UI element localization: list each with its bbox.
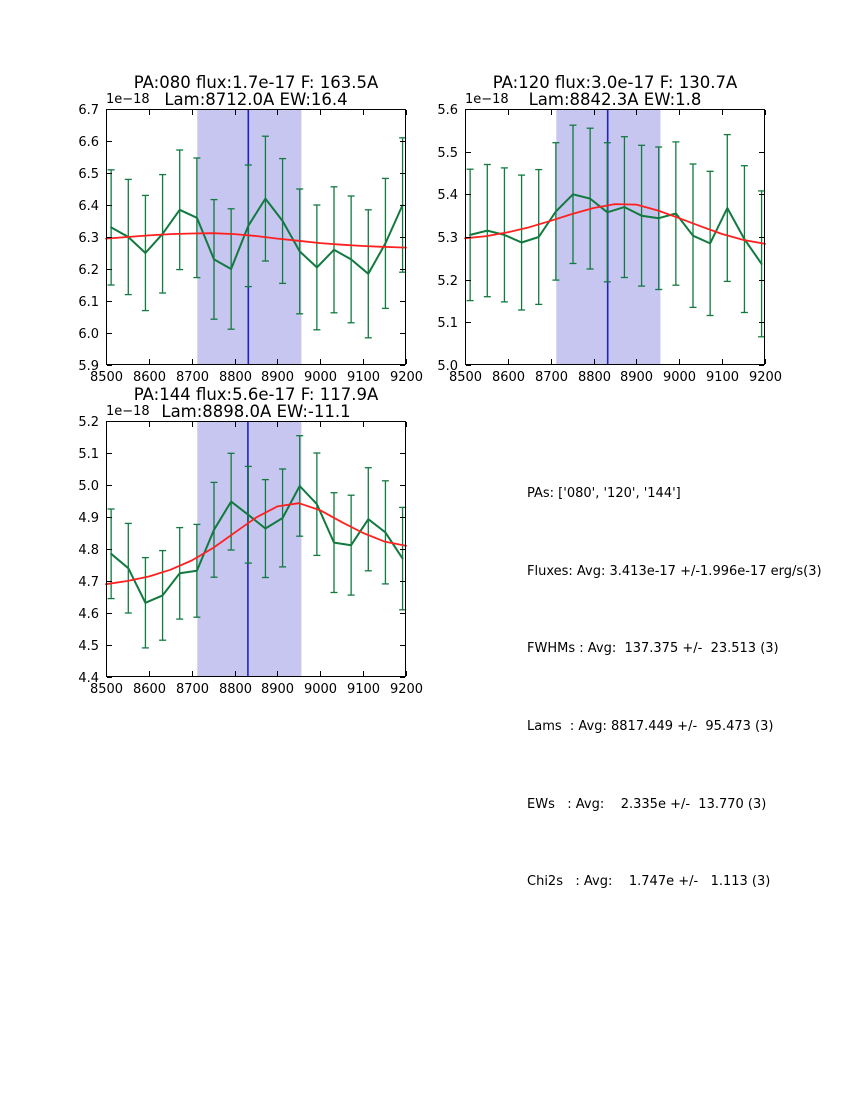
y-tick-label: 5.4 (437, 188, 458, 203)
fit-window-shade (197, 109, 302, 365)
x-tick-label: 9100 (347, 682, 380, 697)
chart-title-line2: Lam:8712.0A EW:16.4 (164, 90, 347, 109)
axes-frame (465, 109, 765, 365)
y-tick-label: 4.9 (78, 511, 99, 526)
spectrum-data-line (110, 485, 404, 604)
spectrum-plot-pa080-svg: 8500 8600 8700 8800 8900 9000 9100 9200 5.9 6.0 6.… (78, 73, 423, 385)
x-tick-label: 8600 (133, 682, 166, 697)
y-tick-label: 4.8 (78, 543, 99, 558)
x-tick-label: 9100 (347, 370, 380, 385)
summary-line-fluxes: Fluxes: Avg: 3.413e-17 +/-1.996e-17 erg/… (527, 563, 822, 579)
y-tick-label: 5.1 (78, 447, 99, 462)
y-tick-label: 5.2 (437, 274, 458, 289)
spectrum-data-line (469, 193, 763, 265)
spectrum-plot-pa144: 8500 8600 8700 8800 8900 9000 9100 9200 4.4 4.5 4.… (60, 372, 430, 702)
summary-text-block: PAs: ['080', '120', '144'] Fluxes: Avg: … (527, 429, 822, 947)
x-tick-label: 8700 (535, 370, 568, 385)
y-tick-label: 6.4 (78, 199, 99, 214)
y-tick-label: 5.1 (437, 316, 458, 331)
x-tick-label: 9000 (663, 370, 696, 385)
y-tick-label: 4.6 (78, 607, 99, 622)
x-tick-label: 8900 (261, 370, 294, 385)
x-tick-label: 9000 (304, 682, 337, 697)
gaussian-fit-line (464, 203, 766, 245)
y-tick-label: 6.3 (78, 231, 99, 246)
x-tick-label: 8800 (219, 682, 252, 697)
spectrum-plot-pa080: 8500 8600 8700 8800 8900 9000 9100 9200 5.9 6.0 6.… (60, 60, 430, 390)
spectrum-plot-pa120-svg: 8500 8600 8700 8800 8900 9000 9100 9200 5.0 5.1 5.… (437, 73, 782, 385)
y-tick-label: 6.6 (78, 135, 99, 150)
summary-line-lams: Lams : Avg: 8817.449 +/- 95.473 (3) (527, 718, 774, 734)
x-tick-label: 9200 (749, 370, 782, 385)
x-tick-label: 8500 (90, 682, 123, 697)
x-tick-label: 9000 (304, 370, 337, 385)
gaussian-fit-line (105, 232, 407, 249)
x-tick-label: 8500 (90, 370, 123, 385)
y-tick-label: 6.2 (78, 263, 99, 278)
x-tick-label: 8800 (219, 370, 252, 385)
y-tick-label: 6.7 (78, 103, 99, 118)
axes-frame (106, 109, 406, 365)
x-tick-label: 8500 (449, 370, 482, 385)
x-tick-label: 8800 (578, 370, 611, 385)
spectrum-plot-pa144-svg: 8500 8600 8700 8800 8900 9000 9100 9200 4.4 4.5 4.… (78, 385, 423, 697)
x-tick-label: 9200 (390, 370, 423, 385)
y-axis-offset-label: 1e−18 (106, 404, 150, 419)
y-tick-label: 6.0 (78, 327, 99, 342)
x-tick-label: 8700 (176, 682, 209, 697)
x-tick-label: 8900 (261, 682, 294, 697)
y-tick-label: 5.3 (437, 231, 458, 246)
y-axis-offset-label: 1e−18 (465, 92, 509, 107)
chart-title-line2: Lam:8842.3A EW:1.8 (529, 90, 702, 109)
y-tick-label: 5.0 (78, 479, 99, 494)
axes-frame (106, 421, 406, 677)
x-tick-label: 8600 (133, 370, 166, 385)
y-tick-label: 6.5 (78, 167, 99, 182)
y-tick-label: 4.7 (78, 575, 99, 590)
gaussian-fit-line (105, 502, 407, 586)
summary-line-pas: PAs: ['080', '120', '144'] (527, 485, 681, 501)
y-tick-label: 4.5 (78, 639, 99, 654)
y-axis-offset-label: 1e−18 (106, 92, 150, 107)
summary-line-chi2s: Chi2s : Avg: 1.747e +/- 1.113 (3) (527, 874, 771, 890)
spectrum-plot-pa120: 8500 8600 8700 8800 8900 9000 9100 9200 5.0 5.1 5.… (419, 60, 789, 390)
x-tick-label: 9100 (706, 370, 739, 385)
spectrum-data-line (110, 197, 404, 275)
chart-title-line1: PA:120 flux:3.0e-17 F: 130.7A (493, 73, 738, 92)
x-tick-label: 8600 (492, 370, 525, 385)
chart-title-line1: PA:144 flux:5.6e-17 F: 117.9A (134, 385, 379, 404)
y-tick-label: 5.0 (437, 359, 458, 374)
y-tick-label: 6.1 (78, 295, 99, 310)
y-tick-label: 5.9 (78, 359, 99, 374)
y-tick-label: 4.4 (78, 671, 99, 686)
summary-line-fwhms: FWHMs : Avg: 137.375 +/- 23.513 (3) (527, 641, 779, 657)
x-tick-label: 9200 (390, 682, 423, 697)
chart-title-line2: Lam:8898.0A EW:-11.1 (161, 402, 350, 421)
summary-line-ews: EWs : Avg: 2.335e +/- 13.770 (3) (527, 796, 767, 812)
x-tick-label: 8900 (620, 370, 653, 385)
y-tick-label: 5.2 (78, 415, 99, 430)
y-tick-label: 5.6 (437, 103, 458, 118)
y-tick-label: 5.5 (437, 146, 458, 161)
chart-title-line1: PA:080 flux:1.7e-17 F: 163.5A (134, 73, 379, 92)
x-tick-label: 8700 (176, 370, 209, 385)
